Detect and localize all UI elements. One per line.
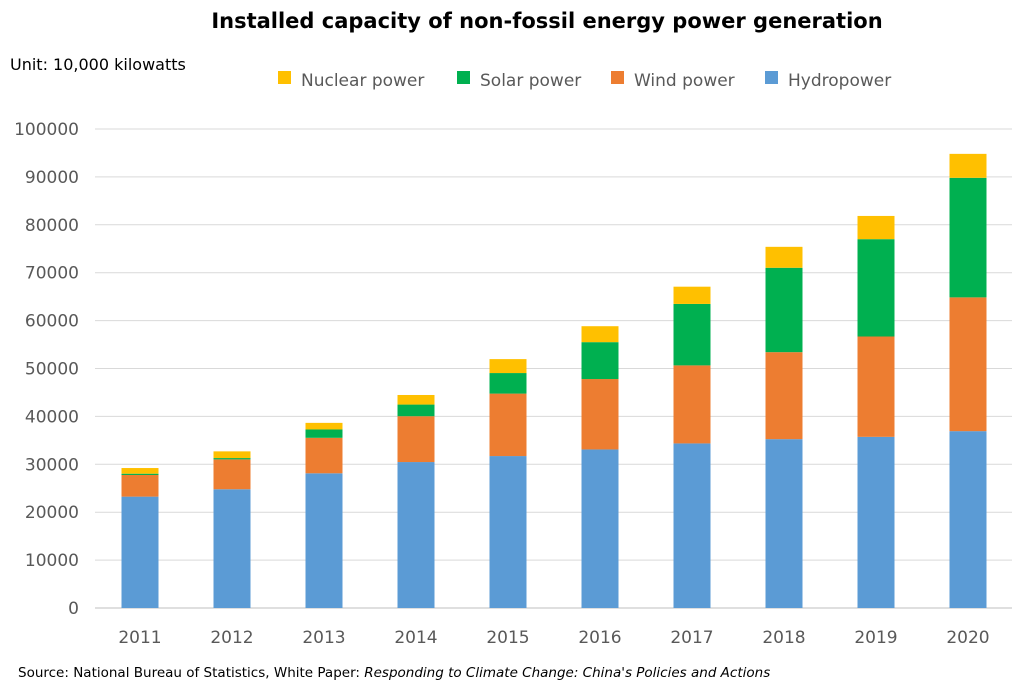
bar-solar-power-2019 [857, 239, 895, 337]
bar-wind-power-2020 [949, 297, 987, 432]
bar-solar-power-2013 [305, 429, 343, 438]
x-tick-label: 2015 [486, 628, 529, 648]
bar-solar-power-2018 [765, 267, 803, 353]
bar-solar-power-2020 [949, 177, 987, 298]
bar-solar-power-2012 [213, 458, 251, 460]
y-tick-label: 10000 [25, 551, 79, 571]
source-text: Source: National Bureau of Statistics, W… [18, 665, 364, 681]
chart-title: Installed capacity of non-fossil energy … [211, 9, 882, 33]
bar-nuclear-power-2015 [489, 359, 527, 374]
bar-wind-power-2011 [121, 474, 159, 497]
bar-hydropower-2013 [305, 473, 343, 608]
legend-label: Solar power [480, 71, 581, 91]
bar-nuclear-power-2019 [857, 215, 895, 240]
y-tick-label: 20000 [25, 503, 79, 523]
bar-nuclear-power-2018 [765, 246, 803, 268]
bar-wind-power-2014 [397, 416, 435, 463]
bar-hydropower-2014 [397, 462, 435, 608]
legend: Nuclear power Solar power Wind power Hydrop… [278, 71, 891, 91]
bar-nuclear-power-2016 [581, 326, 619, 343]
y-tick-label: 60000 [25, 312, 79, 332]
x-axis: 2011 2012 2013 2014 2015 2016 2017 2018 2019 2020 [118, 628, 989, 648]
bar-wind-power-2018 [765, 352, 803, 440]
source-title: Responding to Climate Change: China's Po… [364, 665, 770, 681]
x-tick-label: 2013 [302, 628, 345, 648]
bar-solar-power-2011 [121, 473, 159, 475]
y-tick-label: 40000 [25, 407, 79, 427]
bar-solar-power-2017 [673, 303, 711, 366]
x-tick-label: 2012 [210, 628, 253, 648]
bar-wind-power-2012 [213, 459, 251, 490]
bar-hydropower-2015 [489, 456, 527, 608]
bar-wind-power-2019 [857, 336, 895, 437]
y-tick-label: 100000 [14, 120, 79, 140]
bar-nuclear-power-2013 [305, 422, 343, 430]
unit-label: Unit: 10,000 kilowatts [10, 55, 186, 74]
legend-label: Wind power [634, 71, 735, 91]
bar-hydropower-2019 [857, 436, 895, 608]
bar-wind-power-2017 [673, 365, 711, 444]
bar-solar-power-2016 [581, 342, 619, 380]
bar-nuclear-power-2012 [213, 451, 251, 459]
bars [121, 153, 987, 608]
bar-hydropower-2018 [765, 439, 803, 608]
bar-hydropower-2017 [673, 443, 711, 608]
bar-nuclear-power-2014 [397, 394, 435, 405]
x-tick-label: 2016 [578, 628, 621, 648]
y-tick-label: 50000 [25, 360, 79, 380]
legend-swatch [457, 71, 470, 84]
x-tick-label: 2019 [854, 628, 897, 648]
y-tick-label: 90000 [25, 168, 79, 188]
x-tick-label: 2011 [118, 628, 161, 648]
y-tick-label: 80000 [25, 216, 79, 236]
bar-wind-power-2013 [305, 437, 343, 474]
bar-wind-power-2015 [489, 393, 527, 457]
legend-swatch [765, 71, 778, 84]
bar-nuclear-power-2011 [121, 468, 159, 474]
y-tick-label: 70000 [25, 264, 79, 284]
legend-swatch [278, 71, 291, 84]
bar-wind-power-2016 [581, 379, 619, 450]
source-note: Source: National Bureau of Statistics, W… [18, 665, 770, 681]
bar-nuclear-power-2017 [673, 286, 711, 304]
bar-hydropower-2016 [581, 449, 619, 608]
y-tick-label: 30000 [25, 455, 79, 475]
bar-hydropower-2020 [949, 431, 987, 608]
bar-hydropower-2011 [121, 496, 159, 608]
y-axis: 0 10000 20000 30000 40000 50000 60000 70000 8000… [14, 120, 79, 619]
bar-hydropower-2012 [213, 489, 251, 608]
legend-swatch [611, 71, 624, 84]
x-tick-label: 2017 [670, 628, 713, 648]
legend-label: Nuclear power [301, 71, 424, 91]
bar-nuclear-power-2020 [949, 153, 987, 178]
y-tick-label: 0 [68, 599, 79, 619]
bar-solar-power-2014 [397, 404, 435, 417]
legend-label: Hydropower [788, 71, 891, 91]
x-tick-label: 2020 [946, 628, 989, 648]
bar-solar-power-2015 [489, 373, 527, 394]
x-tick-label: 2018 [762, 628, 805, 648]
x-tick-label: 2014 [394, 628, 437, 648]
